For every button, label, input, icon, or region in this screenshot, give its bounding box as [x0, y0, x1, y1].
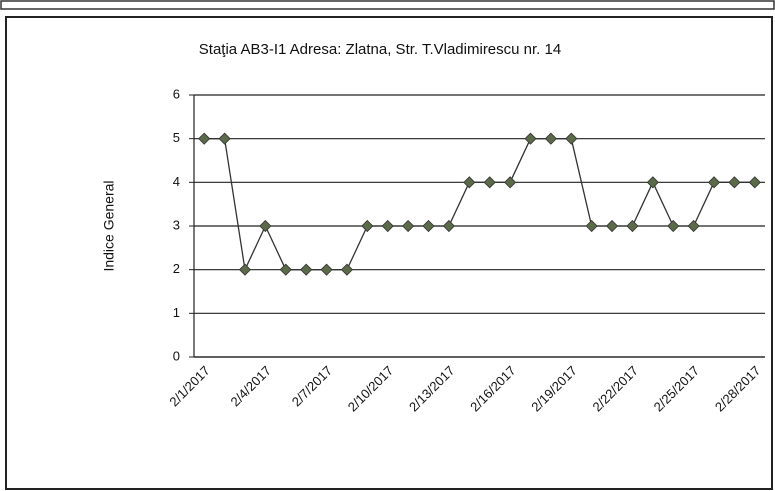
marker — [748, 176, 761, 189]
marker — [667, 219, 680, 233]
marker — [238, 263, 252, 276]
marker — [728, 176, 741, 189]
y-tick-label: 3 — [173, 217, 180, 232]
y-tick-label: 4 — [173, 174, 180, 189]
marker — [442, 219, 455, 233]
chart-title: Staţia AB3-I1 Adresa: Zlatna, Str. T.Vla… — [199, 41, 561, 58]
marker — [198, 132, 211, 145]
marker — [626, 219, 639, 233]
y-tick-label: 1 — [173, 305, 180, 320]
marker — [585, 219, 598, 233]
y-tick-label: 2 — [173, 261, 180, 276]
marker — [300, 263, 313, 276]
line — [204, 138, 755, 272]
marker — [524, 132, 537, 145]
marker — [320, 263, 333, 276]
marker — [381, 219, 394, 233]
y-tick-label: 6 — [173, 86, 180, 101]
marker — [361, 219, 374, 233]
marker — [687, 219, 700, 233]
marker — [402, 219, 415, 233]
y-axis-label: Indice General — [101, 180, 117, 271]
marker — [605, 219, 619, 233]
marker — [218, 132, 231, 145]
y-tick-label: 0 — [173, 348, 180, 363]
frame — [5, 16, 773, 490]
y-tick-label: 5 — [173, 130, 180, 145]
marker — [340, 263, 354, 276]
marker — [422, 219, 435, 233]
marker — [544, 132, 557, 145]
marker — [483, 176, 496, 189]
marker — [707, 176, 721, 189]
frame-top — [0, 0, 775, 10]
marker — [504, 176, 517, 189]
marker — [259, 219, 272, 233]
marker — [565, 132, 578, 145]
marker — [646, 176, 659, 189]
marker — [279, 263, 292, 276]
marker — [463, 176, 476, 189]
